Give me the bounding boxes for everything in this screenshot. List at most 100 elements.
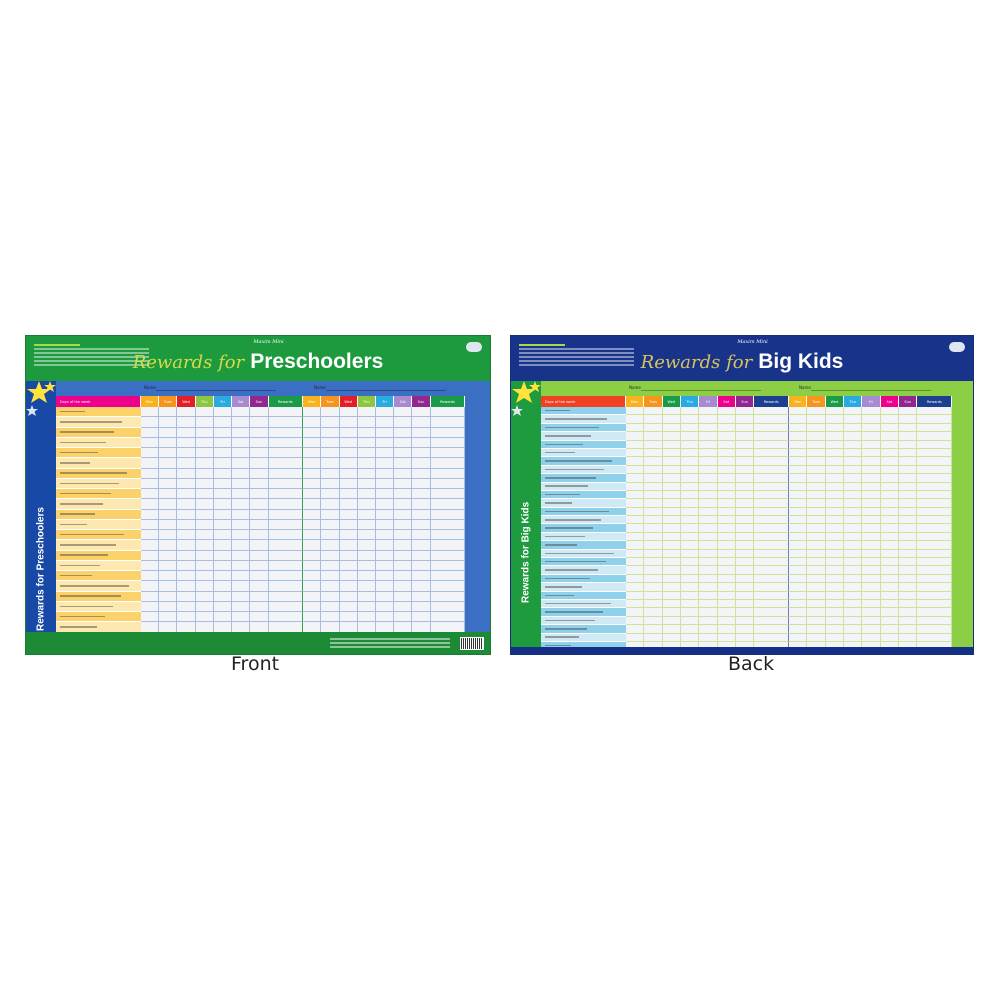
check-cell[interactable] <box>213 448 233 459</box>
check-cell[interactable] <box>844 474 863 483</box>
check-cell[interactable] <box>699 507 718 517</box>
check-cell[interactable] <box>303 478 322 489</box>
check-cell[interactable] <box>303 448 322 459</box>
check-cell[interactable] <box>825 549 845 559</box>
check-cell[interactable] <box>754 532 790 542</box>
check-cell[interactable] <box>339 581 358 592</box>
check-cell[interactable] <box>141 458 160 469</box>
check-cell[interactable] <box>339 571 358 582</box>
check-cell[interactable] <box>880 440 900 449</box>
check-cell[interactable] <box>717 591 736 600</box>
check-cell[interactable] <box>807 558 826 567</box>
check-cell[interactable] <box>862 633 881 642</box>
check-cell[interactable] <box>268 601 304 612</box>
check-cell[interactable] <box>662 599 681 609</box>
check-cell[interactable] <box>662 440 681 449</box>
check-cell[interactable] <box>357 571 377 582</box>
check-cell[interactable] <box>789 625 808 634</box>
check-cell[interactable] <box>735 490 755 500</box>
check-cell[interactable] <box>717 574 736 584</box>
check-cell[interactable] <box>177 448 196 459</box>
check-cell[interactable] <box>626 583 645 592</box>
check-cell[interactable] <box>680 616 700 626</box>
check-cell[interactable] <box>339 530 358 541</box>
check-cell[interactable] <box>644 532 663 542</box>
check-cell[interactable] <box>807 541 826 550</box>
check-cell[interactable] <box>735 566 755 575</box>
check-cell[interactable] <box>680 448 700 458</box>
check-cell[interactable] <box>644 423 663 433</box>
check-cell[interactable] <box>899 524 918 533</box>
check-cell[interactable] <box>644 541 663 550</box>
check-cell[interactable] <box>699 574 718 584</box>
check-cell[interactable] <box>789 482 808 491</box>
check-cell[interactable] <box>754 625 790 634</box>
check-cell[interactable] <box>430 407 466 418</box>
check-cell[interactable] <box>412 519 431 530</box>
check-cell[interactable] <box>303 591 322 602</box>
check-cell[interactable] <box>268 509 304 520</box>
check-cell[interactable] <box>644 474 663 483</box>
check-cell[interactable] <box>644 599 663 609</box>
check-cell[interactable] <box>394 622 413 633</box>
check-cell[interactable] <box>662 616 681 626</box>
check-cell[interactable] <box>899 616 918 626</box>
check-cell[interactable] <box>177 458 196 469</box>
check-cell[interactable] <box>357 478 377 489</box>
check-cell[interactable] <box>626 482 645 491</box>
check-cell[interactable] <box>880 566 900 575</box>
check-cell[interactable] <box>303 427 322 438</box>
check-cell[interactable] <box>880 432 900 441</box>
check-cell[interactable] <box>177 509 196 520</box>
check-cell[interactable] <box>899 583 918 592</box>
check-cell[interactable] <box>195 540 214 551</box>
check-cell[interactable] <box>141 601 160 612</box>
check-cell[interactable] <box>250 550 269 561</box>
check-cell[interactable] <box>430 601 466 612</box>
check-cell[interactable] <box>735 507 755 517</box>
check-cell[interactable] <box>754 558 790 567</box>
check-cell[interactable] <box>232 417 251 428</box>
check-cell[interactable] <box>917 516 953 525</box>
check-cell[interactable] <box>735 499 755 508</box>
check-cell[interactable] <box>789 465 808 475</box>
check-cell[interactable] <box>626 566 645 575</box>
check-cell[interactable] <box>735 423 755 433</box>
check-cell[interactable] <box>662 415 681 424</box>
check-cell[interactable] <box>754 616 790 626</box>
check-cell[interactable] <box>862 407 881 416</box>
check-cell[interactable] <box>735 599 755 609</box>
check-cell[interactable] <box>680 625 700 634</box>
check-cell[interactable] <box>662 566 681 575</box>
check-cell[interactable] <box>626 465 645 475</box>
check-cell[interactable] <box>626 516 645 525</box>
check-cell[interactable] <box>339 448 358 459</box>
check-cell[interactable] <box>177 427 196 438</box>
check-cell[interactable] <box>159 591 178 602</box>
check-cell[interactable] <box>825 448 845 458</box>
check-cell[interactable] <box>754 599 790 609</box>
check-cell[interactable] <box>321 448 340 459</box>
check-cell[interactable] <box>899 574 918 584</box>
check-cell[interactable] <box>880 524 900 533</box>
check-cell[interactable] <box>232 591 251 602</box>
check-cell[interactable] <box>862 490 881 500</box>
check-cell[interactable] <box>807 591 826 600</box>
check-cell[interactable] <box>644 583 663 592</box>
check-cell[interactable] <box>699 465 718 475</box>
check-cell[interactable] <box>699 532 718 542</box>
check-cell[interactable] <box>917 474 953 483</box>
check-cell[interactable] <box>754 423 790 433</box>
check-cell[interactable] <box>807 440 826 449</box>
check-cell[interactable] <box>917 599 953 609</box>
check-cell[interactable] <box>195 499 214 510</box>
check-cell[interactable] <box>430 519 466 530</box>
check-cell[interactable] <box>862 549 881 559</box>
check-cell[interactable] <box>735 448 755 458</box>
check-cell[interactable] <box>789 524 808 533</box>
check-cell[interactable] <box>268 407 304 418</box>
check-cell[interactable] <box>268 427 304 438</box>
check-cell[interactable] <box>339 458 358 469</box>
check-cell[interactable] <box>141 427 160 438</box>
check-cell[interactable] <box>159 499 178 510</box>
